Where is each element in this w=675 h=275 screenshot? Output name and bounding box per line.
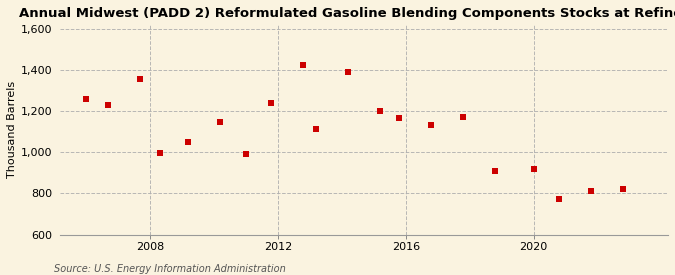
Y-axis label: Thousand Barrels: Thousand Barrels — [7, 81, 17, 178]
Text: Source: U.S. Energy Information Administration: Source: U.S. Energy Information Administ… — [54, 264, 286, 274]
Point — [375, 109, 385, 114]
Point — [529, 167, 539, 171]
Point — [154, 151, 165, 155]
Point — [80, 96, 91, 101]
Point — [135, 76, 146, 81]
Point — [426, 122, 437, 127]
Point — [586, 189, 597, 194]
Point — [618, 187, 628, 192]
Point — [266, 101, 277, 106]
Point — [215, 119, 225, 124]
Point — [490, 169, 501, 173]
Title: Annual Midwest (PADD 2) Reformulated Gasoline Blending Components Stocks at Refi: Annual Midwest (PADD 2) Reformulated Gas… — [18, 7, 675, 20]
Point — [183, 139, 194, 144]
Point — [103, 103, 114, 107]
Point — [458, 115, 468, 120]
Point — [343, 70, 354, 75]
Point — [240, 152, 251, 157]
Point — [311, 127, 322, 131]
Point — [554, 196, 565, 201]
Point — [394, 116, 405, 120]
Point — [298, 63, 309, 67]
